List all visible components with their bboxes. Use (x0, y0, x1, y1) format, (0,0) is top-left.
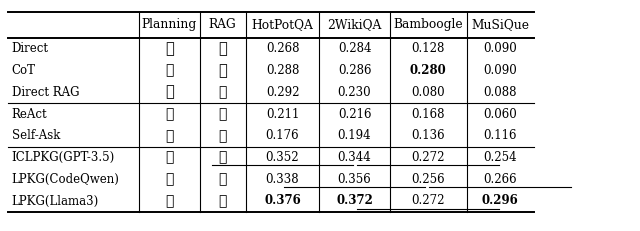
Text: LPKG(Llama3): LPKG(Llama3) (12, 195, 99, 207)
Text: 0.080: 0.080 (412, 86, 445, 99)
Text: 0.272: 0.272 (412, 195, 445, 207)
Text: 0.168: 0.168 (412, 108, 445, 121)
Text: ✓: ✓ (218, 129, 227, 143)
Text: ✓: ✓ (165, 172, 173, 186)
Text: 0.372: 0.372 (336, 195, 373, 207)
Text: ✓: ✓ (165, 151, 173, 164)
Text: Self-Ask: Self-Ask (12, 129, 60, 142)
Text: 0.254: 0.254 (483, 151, 517, 164)
Text: ✓: ✓ (165, 107, 173, 121)
Text: ✗: ✗ (218, 64, 227, 78)
Text: 0.128: 0.128 (412, 43, 445, 55)
Text: Direct RAG: Direct RAG (12, 86, 79, 99)
Text: ✗: ✗ (218, 42, 227, 56)
Text: ✗: ✗ (165, 42, 173, 56)
Text: 0.256: 0.256 (412, 173, 445, 186)
Text: 0.090: 0.090 (483, 43, 517, 55)
Text: LPKG(CodeQwen): LPKG(CodeQwen) (12, 173, 120, 186)
Text: 0.296: 0.296 (482, 195, 518, 207)
Text: RAG: RAG (209, 18, 237, 31)
Text: 0.352: 0.352 (266, 151, 300, 164)
Text: ✓: ✓ (218, 172, 227, 186)
Text: 2WikiQA: 2WikiQA (328, 18, 381, 31)
Text: 0.230: 0.230 (338, 86, 371, 99)
Text: ✓: ✓ (218, 85, 227, 99)
Text: 0.176: 0.176 (266, 129, 300, 142)
Text: 0.284: 0.284 (338, 43, 371, 55)
Text: 0.272: 0.272 (412, 151, 445, 164)
Text: HotPotQA: HotPotQA (252, 18, 314, 31)
Text: 0.356: 0.356 (338, 173, 371, 186)
Text: 0.060: 0.060 (483, 108, 517, 121)
Text: 0.194: 0.194 (338, 129, 371, 142)
Text: CoT: CoT (12, 64, 36, 77)
Text: Direct: Direct (12, 43, 49, 55)
Text: 0.211: 0.211 (266, 108, 300, 121)
Text: 0.088: 0.088 (483, 86, 517, 99)
Text: 0.266: 0.266 (483, 173, 517, 186)
Text: ICLPKG(GPT-3.5): ICLPKG(GPT-3.5) (12, 151, 115, 164)
Text: ✗: ✗ (165, 85, 173, 99)
Text: ReAct: ReAct (12, 108, 47, 121)
Text: Bamboogle: Bamboogle (394, 18, 463, 31)
Text: 0.292: 0.292 (266, 86, 300, 99)
Text: 0.288: 0.288 (266, 64, 300, 77)
Text: 0.090: 0.090 (483, 64, 517, 77)
Text: ✓: ✓ (218, 107, 227, 121)
Text: 0.338: 0.338 (266, 173, 300, 186)
Text: 0.280: 0.280 (410, 64, 447, 77)
Text: ✓: ✓ (165, 64, 173, 78)
Text: ✓: ✓ (165, 129, 173, 143)
Text: MuSiQue: MuSiQue (471, 18, 529, 31)
Text: 0.286: 0.286 (338, 64, 371, 77)
Text: 0.136: 0.136 (412, 129, 445, 142)
Text: 0.216: 0.216 (338, 108, 371, 121)
Text: 0.344: 0.344 (338, 151, 371, 164)
Text: ✓: ✓ (218, 194, 227, 208)
Text: ✓: ✓ (218, 151, 227, 164)
Text: ✓: ✓ (165, 194, 173, 208)
Text: 0.376: 0.376 (264, 195, 301, 207)
Text: 0.116: 0.116 (483, 129, 517, 142)
Text: Planning: Planning (141, 18, 197, 31)
Text: 0.268: 0.268 (266, 43, 300, 55)
